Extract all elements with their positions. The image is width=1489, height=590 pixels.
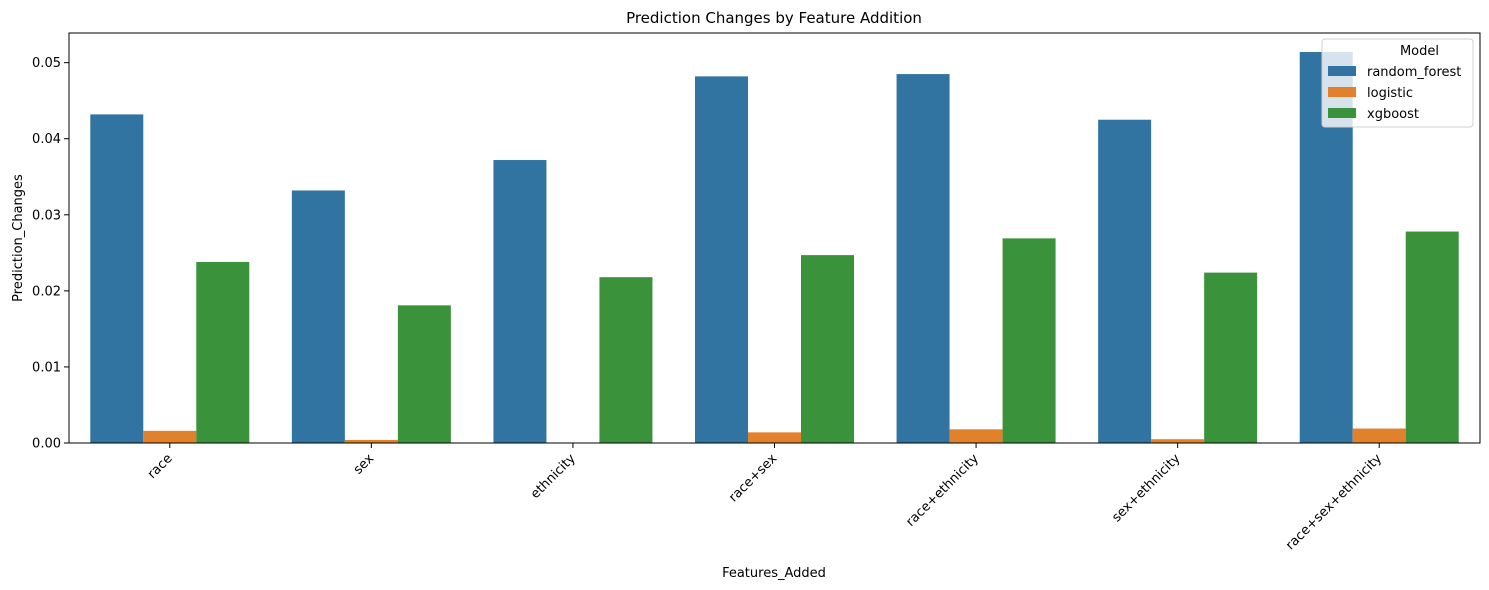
bar-random_forest-4 — [896, 74, 950, 444]
y-tick-label: 0.00 — [32, 437, 61, 452]
bar-logistic-4 — [949, 429, 1003, 443]
bar-random_forest-0 — [90, 114, 144, 443]
bar-logistic-3 — [748, 432, 801, 443]
bar-random_forest-5 — [1098, 119, 1152, 444]
y-tick-label: 0.05 — [32, 56, 61, 71]
plot-frame — [68, 32, 1481, 444]
legend-box — [1321, 38, 1474, 128]
chart-title: Prediction Changes by Feature Addition — [626, 9, 922, 27]
bar-logistic-1 — [344, 439, 398, 443]
x-axis-label: Features_Added — [722, 566, 826, 581]
bar-logistic-0 — [143, 430, 197, 443]
x-tick-label: race+ethnicity — [903, 451, 982, 530]
x-tick-label: sex — [351, 451, 378, 478]
bar-xgboost-3 — [801, 255, 854, 443]
legend-swatch-logistic — [1328, 87, 1356, 97]
bar-xgboost-5 — [1204, 272, 1258, 443]
x-tick-label: sex+ethnicity — [1109, 451, 1183, 525]
x-tick-label: race+sex — [726, 451, 780, 505]
bar-logistic-6 — [1352, 428, 1406, 443]
x-tick-label: race+sex+ethnicity — [1283, 451, 1385, 553]
bar-xgboost-1 — [397, 305, 451, 443]
y-tick-label: 0.03 — [32, 208, 61, 223]
y-tick-label: 0.04 — [32, 132, 61, 147]
y-tick-label: 0.01 — [32, 360, 61, 375]
legend-entry-random_forest: random_forest — [1367, 65, 1461, 80]
legend-entry-xgboost: xgboost — [1367, 107, 1419, 122]
legend-swatch-xgboost — [1328, 108, 1356, 118]
y-tick-label: 0.02 — [32, 284, 61, 299]
legend: Model random_forest logistic xgboost — [1321, 38, 1474, 128]
x-tick-label: race — [145, 451, 176, 482]
y-axis-label: Prediction_Changes — [11, 174, 26, 302]
bar-random_forest-1 — [291, 190, 345, 443]
plot-area: 0.00 0.01 0.02 0.03 0.04 0.05 race sex ethnicity… — [32, 32, 1481, 553]
legend-title: Model — [1400, 44, 1439, 59]
bar-random_forest-3 — [695, 76, 748, 444]
bar-logistic-5 — [1151, 439, 1205, 443]
bar-xgboost-0 — [196, 261, 250, 443]
legend-entry-logistic: logistic — [1367, 86, 1413, 101]
bar-xgboost-6 — [1405, 231, 1459, 443]
x-tick-label: ethnicity — [528, 451, 579, 502]
bar-xgboost-2 — [599, 277, 653, 443]
legend-swatch-random_forest — [1328, 66, 1356, 76]
bar-random_forest-2 — [493, 160, 547, 443]
bar-xgboost-4 — [1002, 238, 1056, 443]
